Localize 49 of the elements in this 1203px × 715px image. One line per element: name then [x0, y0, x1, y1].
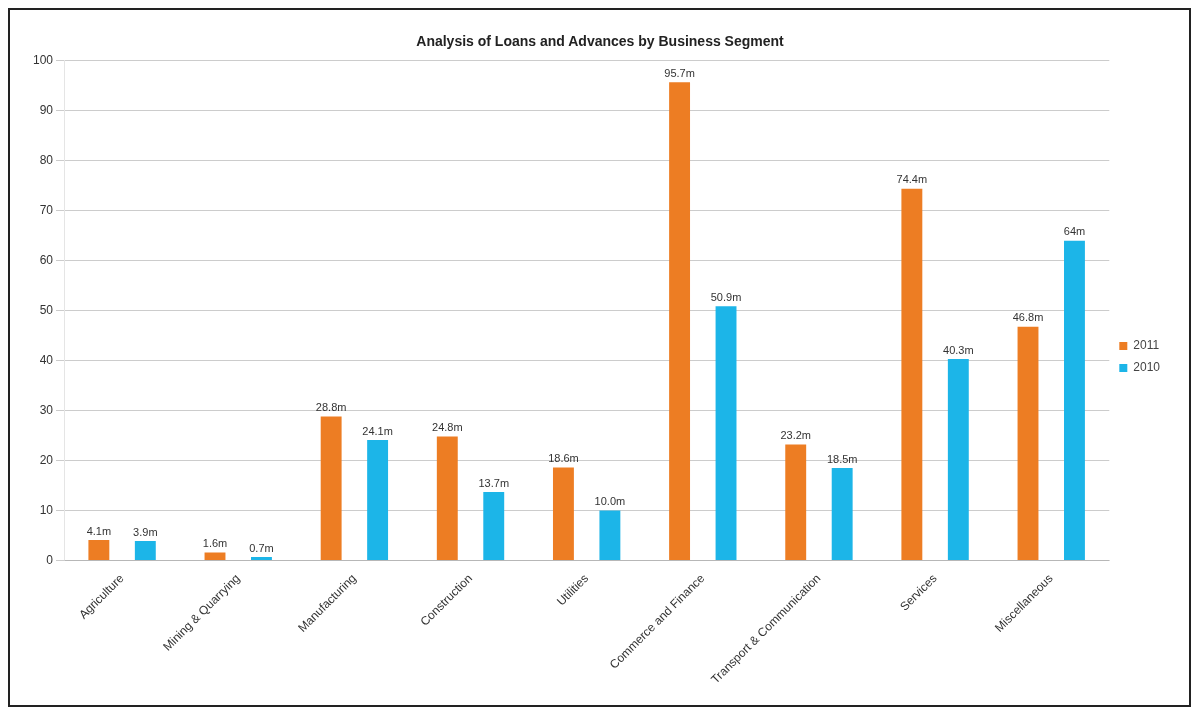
data-label: 13.7m	[478, 476, 510, 489]
data-label: 18.5m	[826, 452, 858, 465]
data-label: 23.2m	[780, 429, 812, 442]
bar	[436, 436, 458, 560]
data-label: 10.0m	[594, 495, 626, 508]
bar	[251, 557, 272, 560]
bar	[1017, 326, 1039, 560]
data-label: 46.8m	[1012, 311, 1044, 324]
data-label: 64m	[1063, 225, 1086, 238]
data-label: 24.8m	[432, 421, 463, 434]
legend-label: 2011	[1133, 338, 1160, 353]
bar	[785, 444, 807, 560]
data-label: 40.3m	[943, 343, 974, 356]
data-label: 1.6m	[202, 537, 228, 550]
bar	[599, 510, 621, 560]
y-tick-label: 20	[39, 452, 54, 467]
y-tick-label: 0	[46, 552, 54, 567]
y-tick-label: 90	[39, 103, 54, 118]
y-tick-label: 30	[39, 402, 54, 417]
data-label: 28.8m	[315, 401, 347, 414]
data-label: 74.4m	[896, 173, 928, 186]
data-label: 0.7m	[249, 541, 274, 554]
y-tick-label: 80	[39, 153, 54, 168]
legend-label: 2010	[1133, 360, 1161, 375]
data-label: 24.1m	[362, 424, 393, 437]
bar	[367, 440, 389, 560]
data-label: 18.6m	[548, 452, 579, 465]
bar	[715, 306, 737, 560]
y-tick-label: 70	[39, 203, 54, 218]
bar	[483, 492, 505, 560]
data-label: 3.9m	[133, 525, 158, 538]
bar	[669, 82, 691, 560]
bar	[320, 416, 342, 560]
bar	[88, 540, 110, 560]
y-tick-label: 50	[39, 302, 54, 317]
bar	[1064, 240, 1085, 560]
y-tick-label: 40	[39, 352, 54, 367]
bar	[552, 467, 574, 560]
y-tick-label: 10	[39, 502, 54, 517]
bar	[134, 541, 156, 560]
bar	[947, 359, 969, 560]
y-tick-label: 100	[32, 53, 54, 68]
chart-title: Analysis of Loans and Advances by Business Segment	[416, 33, 785, 50]
y-tick-label: 60	[39, 252, 54, 267]
data-label: 4.1m	[86, 524, 112, 537]
data-label: 50.9m	[710, 290, 742, 303]
bar	[831, 468, 853, 560]
bar	[901, 188, 923, 560]
data-label: 95.7m	[664, 66, 695, 79]
